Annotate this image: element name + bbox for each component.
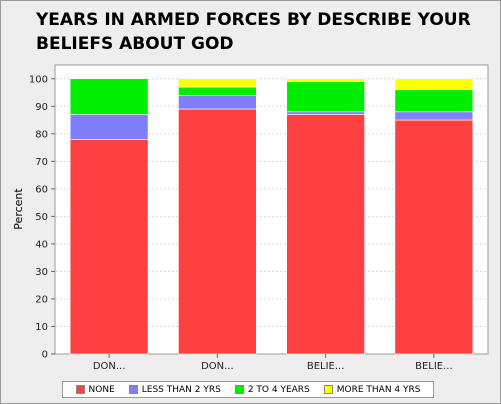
x-tick-label: DON... bbox=[201, 361, 234, 372]
y-tick-label: 30 bbox=[35, 267, 48, 278]
bar-segment bbox=[394, 119, 474, 355]
x-tick-label: DON... bbox=[93, 361, 126, 372]
legend-label: LESS THAN 2 YRS bbox=[141, 384, 221, 395]
x-tick-label: BELIE... bbox=[415, 361, 453, 372]
legend-item: MORE THAN 4 YRS bbox=[323, 384, 421, 395]
y-tick-label: 60 bbox=[35, 184, 48, 195]
bar-segment bbox=[178, 94, 257, 110]
y-tick-label: 20 bbox=[35, 294, 48, 305]
legend-item: 2 TO 4 YEARS bbox=[234, 384, 310, 395]
y-tick-label: 90 bbox=[35, 102, 48, 113]
bar-segment bbox=[178, 78, 257, 88]
legend-label: MORE THAN 4 YRS bbox=[336, 384, 421, 395]
legend-item: NONE bbox=[75, 384, 115, 395]
bar-segment bbox=[178, 86, 257, 96]
y-tick-label: 70 bbox=[35, 157, 48, 168]
legend-swatch bbox=[323, 385, 333, 394]
y-tick-label: 0 bbox=[42, 350, 48, 361]
legend-item: LESS THAN 2 YRS bbox=[128, 384, 221, 395]
bar-segment bbox=[178, 108, 257, 355]
legend-swatch bbox=[128, 385, 138, 394]
bar-segment bbox=[394, 89, 474, 113]
bar-segment bbox=[286, 78, 365, 82]
x-axis: DON... DON... BELIE... BELIE... bbox=[93, 354, 453, 372]
bar-segment bbox=[69, 114, 149, 140]
y-axis: 0 10 20 30 40 50 60 70 80 90 100 bbox=[29, 74, 55, 361]
y-tick-label: 80 bbox=[35, 129, 48, 140]
bars bbox=[69, 78, 474, 355]
chart-title: YEARS IN ARMED FORCES BY DESCRIBE YOUR B… bbox=[36, 10, 471, 54]
bar-segment bbox=[286, 81, 365, 113]
bar-segment bbox=[394, 111, 474, 121]
y-axis-title: Percent bbox=[12, 188, 25, 230]
legend-swatch bbox=[75, 385, 85, 394]
y-tick-label: 10 bbox=[35, 322, 48, 333]
legend-swatch bbox=[234, 385, 244, 394]
bar-segment bbox=[69, 78, 149, 115]
bar-segment bbox=[394, 78, 474, 91]
legend-label: NONE bbox=[88, 384, 115, 395]
x-tick-label: BELIE... bbox=[307, 361, 345, 372]
bar-segment bbox=[286, 114, 365, 355]
legend: NONE LESS THAN 2 YRS 2 TO 4 YEARS MORE THAN… bbox=[62, 381, 434, 398]
bar-segment bbox=[69, 139, 149, 355]
bar-segment bbox=[286, 111, 365, 115]
y-tick-label: 100 bbox=[29, 74, 48, 85]
y-tick-label: 50 bbox=[35, 212, 48, 223]
legend-label: 2 TO 4 YEARS bbox=[247, 384, 310, 395]
y-tick-label: 40 bbox=[35, 239, 48, 250]
